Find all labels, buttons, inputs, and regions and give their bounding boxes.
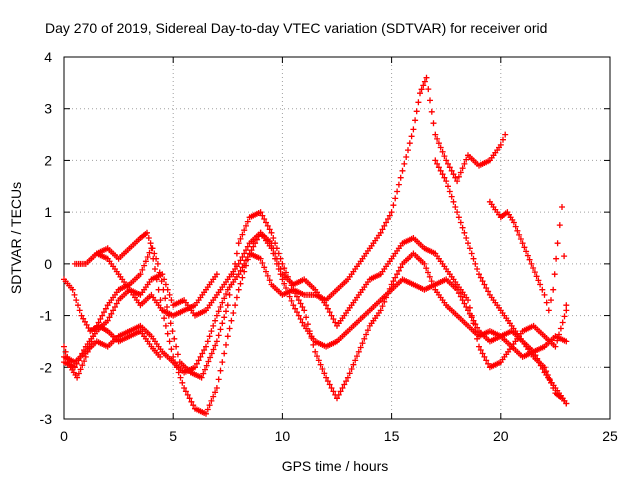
x-axis: 0 5 10 15 20 25 — [60, 57, 618, 444]
series-track-6 — [432, 157, 570, 407]
series-markers — [61, 245, 570, 417]
y-axis: -3 -2 -1 0 1 2 3 4 — [40, 49, 610, 427]
y-tick-label: -1 — [40, 308, 53, 324]
series-markers — [432, 157, 570, 407]
y-tick-label: -3 — [40, 411, 53, 427]
x-tick-label: 20 — [493, 428, 509, 444]
x-tick-label: 25 — [602, 428, 618, 444]
y-tick-label: 2 — [44, 152, 52, 168]
x-tick-label: 15 — [384, 428, 400, 444]
series-track-1 — [61, 276, 164, 360]
y-tick-label: 0 — [44, 256, 52, 272]
x-tick-label: 5 — [169, 428, 177, 444]
plot-frame — [63, 56, 611, 420]
series-markers — [486, 198, 570, 314]
grid — [64, 57, 610, 419]
series-track-2 — [71, 74, 509, 381]
series-markers — [71, 74, 509, 381]
y-tick-label: 3 — [44, 101, 52, 117]
chart-title: Day 270 of 2019, Sidereal Day-to-day VTE… — [45, 20, 547, 36]
y-tick-label: 1 — [44, 204, 52, 220]
y-tick-label: 4 — [44, 49, 52, 65]
y-tick-label: -2 — [40, 359, 53, 375]
series-markers — [93, 250, 220, 319]
x-tick-label: 0 — [60, 428, 68, 444]
x-tick-label: 10 — [275, 428, 291, 444]
series-markers — [61, 276, 164, 360]
x-axis-label: GPS time / hours — [282, 458, 389, 474]
y-axis-label: SDTVAR / TECUs — [8, 182, 24, 294]
series-track-5 — [61, 245, 570, 417]
series-track-7 — [486, 198, 570, 314]
series-track-8 — [93, 250, 220, 319]
data-points — [61, 74, 570, 417]
